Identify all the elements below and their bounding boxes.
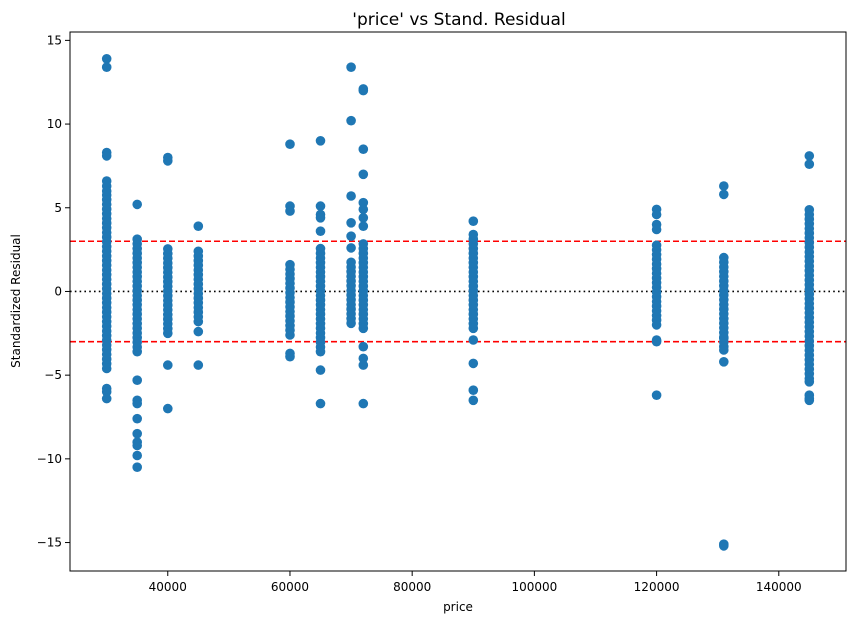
data-point	[132, 234, 142, 244]
x-axis-label: price	[443, 600, 473, 614]
data-point	[358, 239, 369, 249]
y-tick-label: −5	[44, 368, 62, 382]
x-tick-label: 140000	[756, 580, 802, 594]
data-point	[193, 221, 204, 231]
chart-title: 'price' vs Stand. Residual	[352, 10, 565, 30]
data-point	[719, 333, 729, 344]
data-point	[346, 243, 356, 253]
data-point	[315, 398, 326, 409]
data-point	[315, 213, 326, 223]
data-point	[346, 257, 356, 268]
data-point	[315, 243, 326, 254]
x-tick-label: 100000	[511, 580, 557, 594]
data-point	[132, 462, 142, 473]
data-point	[315, 226, 326, 236]
y-tick-label: 10	[47, 117, 62, 131]
data-point	[193, 326, 204, 337]
data-point	[132, 398, 142, 409]
data-point	[346, 218, 356, 228]
data-point	[358, 398, 369, 409]
data-point	[719, 189, 729, 200]
data-point	[132, 440, 142, 451]
data-point	[346, 191, 356, 201]
x-tick-label: 40000	[149, 580, 187, 594]
data-point	[163, 156, 173, 166]
data-point	[651, 336, 662, 347]
y-tick-label: 5	[54, 201, 62, 215]
data-point	[285, 351, 295, 362]
data-point	[468, 335, 479, 345]
data-point	[101, 387, 112, 397]
data-point	[132, 428, 142, 439]
data-point	[163, 244, 173, 254]
data-point	[101, 393, 112, 404]
x-axis-ticks: 40000 60000 80000 100000 120000 140000	[149, 571, 802, 594]
data-point	[719, 541, 729, 551]
data-point	[468, 229, 479, 240]
data-point	[346, 115, 356, 126]
data-point	[804, 205, 815, 215]
data-point	[719, 181, 729, 191]
x-tick-label: 60000	[271, 580, 309, 594]
y-tick-label: −10	[37, 452, 62, 466]
data-point	[346, 231, 356, 241]
data-point	[651, 224, 662, 235]
y-tick-label: 15	[47, 33, 62, 47]
data-point	[358, 353, 369, 364]
data-point	[804, 377, 815, 387]
x-tick-label: 80000	[393, 580, 431, 594]
data-point	[358, 221, 369, 231]
reference-lines	[70, 240, 846, 343]
data-point	[101, 54, 112, 64]
data-point	[468, 216, 479, 226]
data-point	[358, 360, 369, 370]
data-point	[101, 186, 112, 196]
data-point	[163, 403, 173, 414]
data-point	[651, 209, 662, 220]
data-point	[132, 413, 142, 424]
data-point	[132, 199, 142, 210]
data-point	[468, 358, 479, 369]
data-point	[358, 341, 369, 352]
data-point	[193, 360, 204, 370]
data-point	[358, 213, 369, 223]
data-point	[285, 206, 295, 216]
data-point	[719, 357, 729, 367]
data-point	[163, 360, 173, 370]
plot-frame	[69, 31, 847, 572]
data-point	[358, 144, 369, 154]
data-point	[358, 204, 369, 215]
y-tick-label: −15	[37, 536, 62, 550]
y-tick-label: 0	[54, 284, 62, 298]
data-point	[358, 197, 369, 208]
data-point	[719, 345, 729, 355]
data-point	[804, 151, 815, 161]
data-point	[468, 395, 479, 406]
data-point	[468, 385, 479, 396]
data-point	[358, 85, 369, 96]
y-axis-ticks: −15 −10 −5 0 5 10 15	[37, 33, 70, 550]
data-point	[101, 151, 112, 161]
data-point	[346, 62, 356, 72]
data-point	[193, 246, 204, 257]
data-point	[315, 201, 326, 211]
data-point	[285, 259, 295, 270]
data-point	[651, 390, 662, 401]
data-point	[101, 62, 112, 72]
data-point	[651, 240, 662, 251]
data-points	[101, 54, 815, 551]
data-point	[719, 252, 729, 263]
data-point	[285, 139, 295, 149]
data-point	[804, 395, 815, 406]
data-point	[804, 159, 815, 169]
data-point	[132, 450, 142, 461]
y-axis-label: Standardized Residual	[9, 234, 23, 368]
data-point	[315, 136, 326, 146]
data-point	[132, 375, 142, 386]
data-point	[315, 365, 326, 375]
x-tick-label: 120000	[634, 580, 680, 594]
data-point	[358, 169, 369, 180]
